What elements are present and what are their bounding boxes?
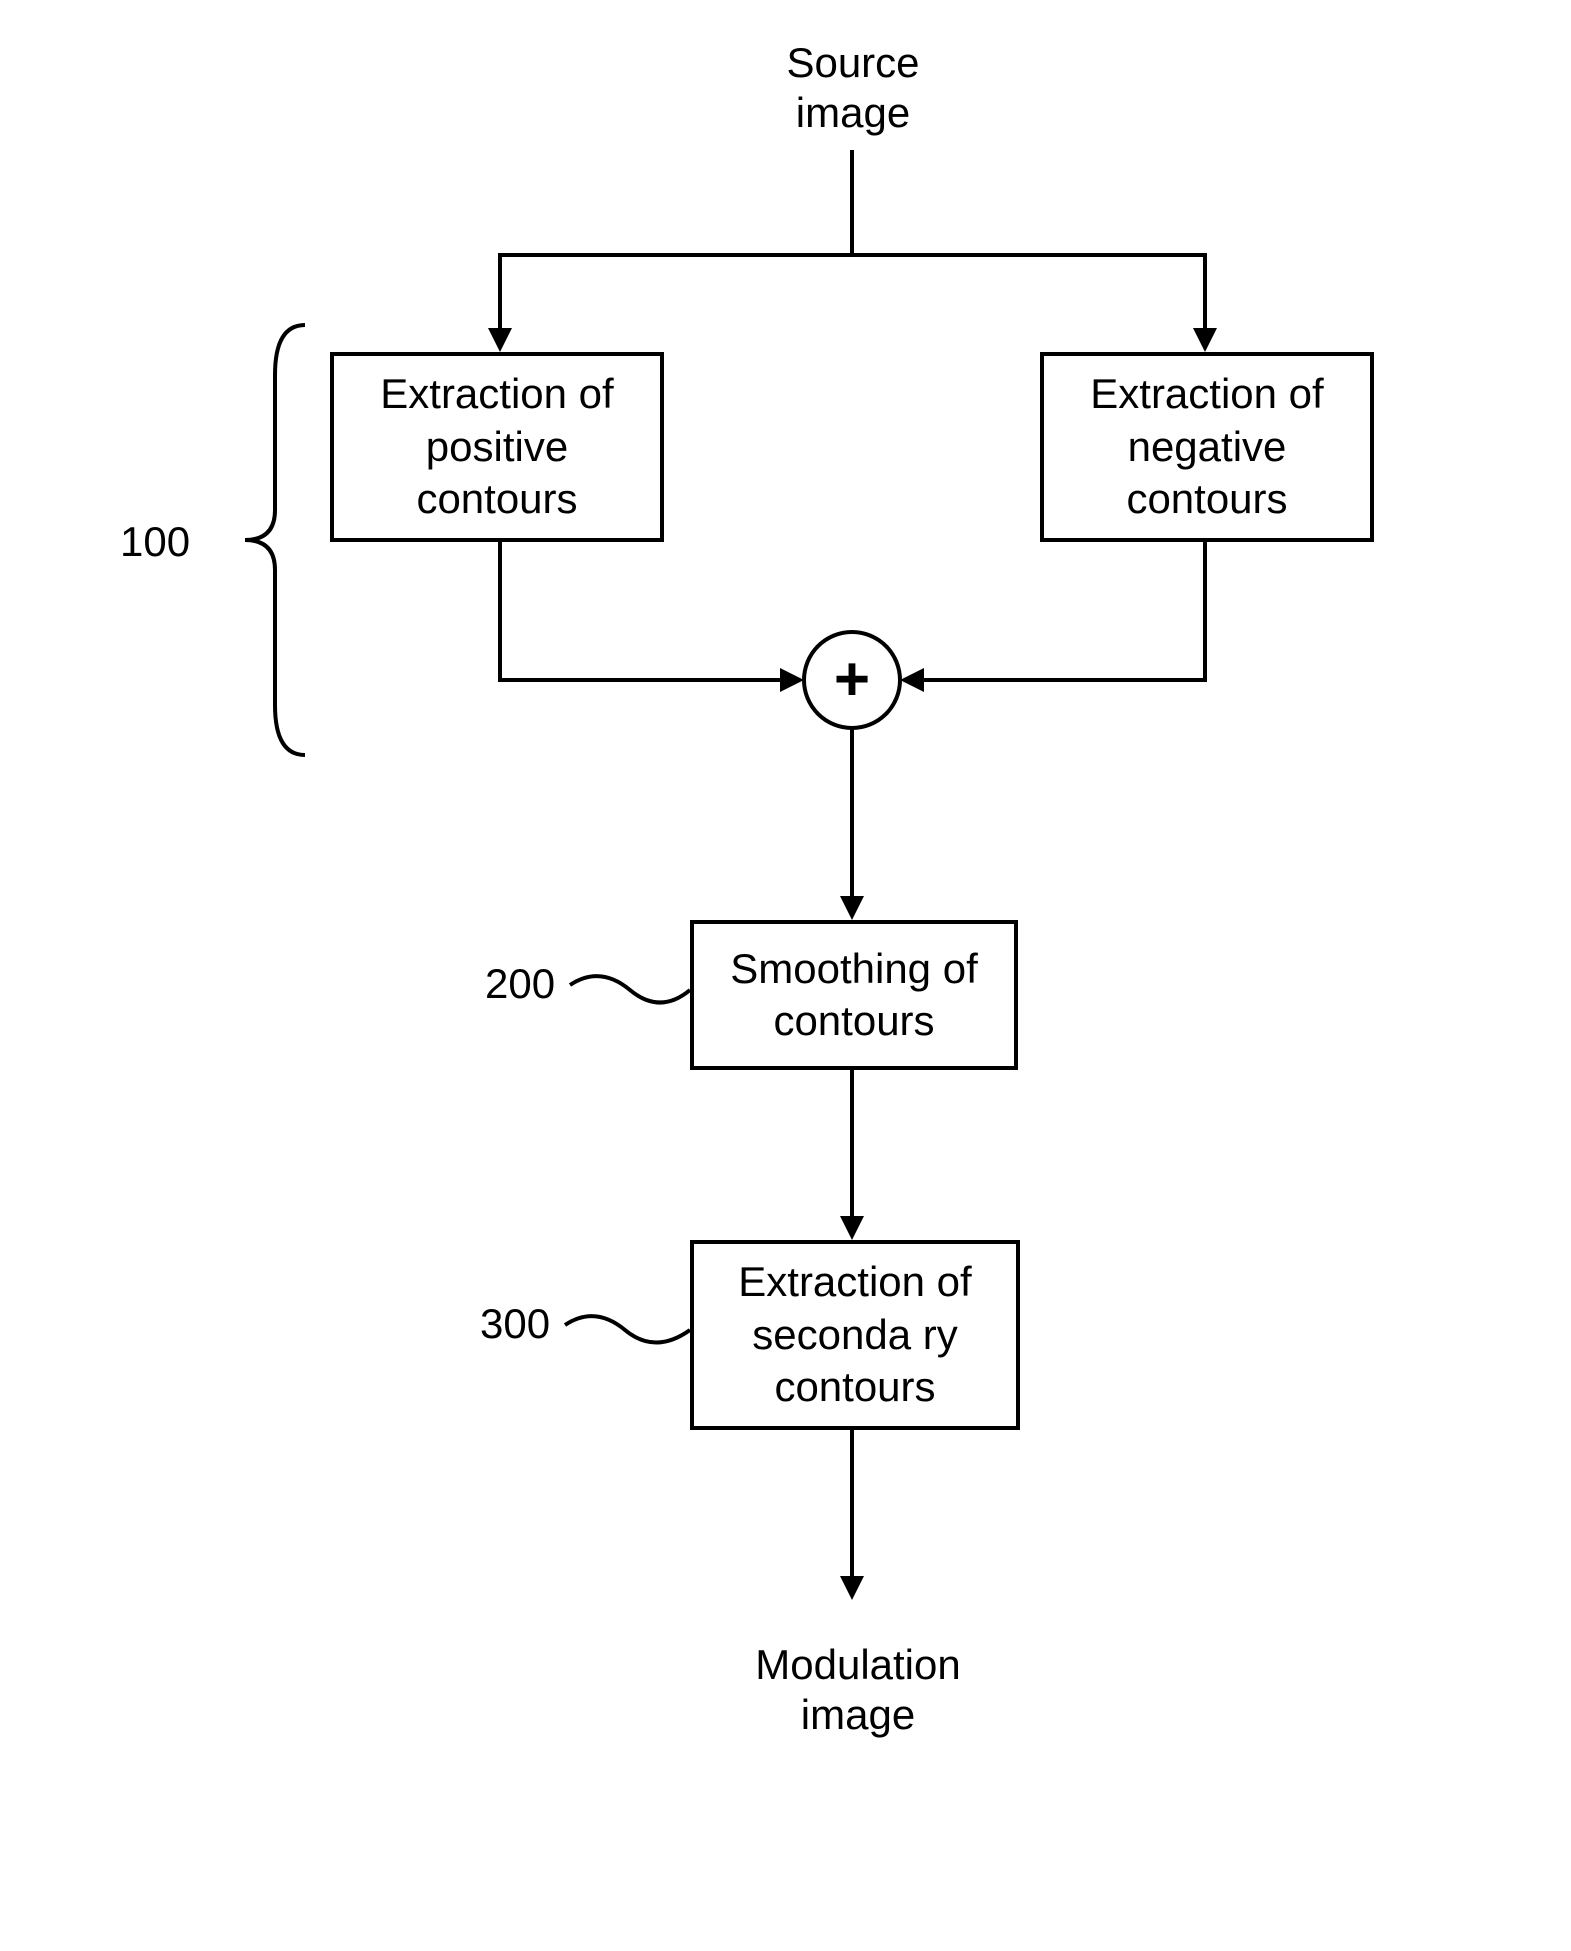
box-secondary-text: Extraction ofseconda rycontours [738, 1256, 971, 1414]
squiggle-200 [570, 976, 690, 1002]
edge-negative-junction [922, 542, 1205, 680]
squiggle-300 [565, 1316, 690, 1342]
arrow-smoothing [840, 896, 864, 920]
arrow-modulation [840, 1576, 864, 1600]
junction-plus: + [834, 645, 870, 714]
box-negative-contours: Extraction ofnegativecontours [1040, 352, 1374, 542]
box-smoothing-text: Smoothing ofcontours [730, 943, 978, 1048]
modulation-label: Modulationimage [728, 1640, 988, 1741]
ref-300-text: 300 [480, 1300, 550, 1347]
ref-200-text: 200 [485, 960, 555, 1007]
box-smoothing: Smoothing ofcontours [690, 920, 1018, 1070]
ref-300: 300 [480, 1300, 550, 1348]
source-label: Sourceimage [728, 38, 978, 139]
flowchart-diagram: + Sourceimage Extraction ofpositiveconto… [0, 0, 1571, 1951]
arrow-positive [488, 328, 512, 352]
arrow-pos-junction [780, 668, 804, 692]
box-positive-text: Extraction ofpositivecontours [380, 368, 613, 526]
arrow-secondary [840, 1216, 864, 1240]
ref-100-text: 100 [120, 518, 190, 565]
box-positive-contours: Extraction ofpositivecontours [330, 352, 664, 542]
arrow-negative [1193, 328, 1217, 352]
box-secondary: Extraction ofseconda rycontours [690, 1240, 1020, 1430]
edge-positive-junction [500, 542, 782, 680]
box-negative-text: Extraction ofnegativecontours [1090, 368, 1323, 526]
arrow-neg-junction [900, 668, 924, 692]
edge-split-negative [852, 255, 1205, 330]
ref-100: 100 [120, 518, 190, 566]
brace-100 [245, 325, 305, 755]
source-text: Sourceimage [786, 39, 919, 136]
ref-200: 200 [485, 960, 555, 1008]
edge-split-positive [500, 255, 852, 330]
modulation-text: Modulationimage [755, 1641, 960, 1738]
